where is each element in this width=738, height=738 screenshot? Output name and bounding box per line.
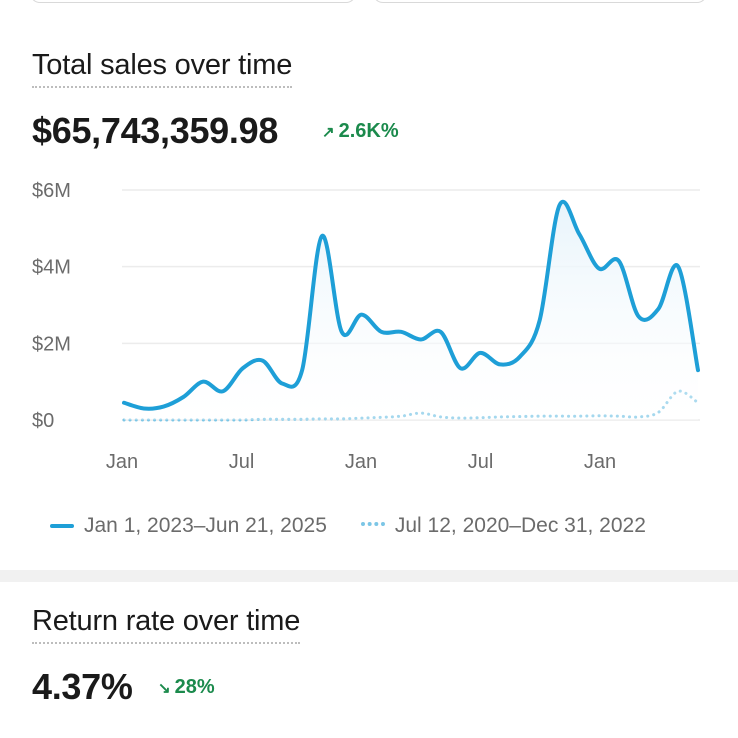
x-tick-label: Jul (468, 451, 494, 473)
return-rate-value: 4.37% (32, 666, 133, 707)
legend-item-current[interactable]: Jan 1, 2023–Jun 21, 2025 (50, 514, 327, 538)
y-tick-label: $2M (32, 333, 71, 355)
y-tick-label: $4M (32, 257, 71, 279)
legend-swatch-dotted (360, 522, 385, 530)
x-tick-label: Jan (584, 451, 616, 473)
top-controls (0, 0, 738, 6)
chart-legend: Jan 1, 2023–Jun 21, 2025 Jul 12, 2020–De… (50, 514, 646, 538)
sales-delta-value: 2.6K% (338, 120, 399, 142)
section-divider (0, 570, 738, 582)
sales-total-value: $65,743,359.98 (32, 110, 279, 151)
y-tick-label: $6M (32, 180, 71, 202)
x-tick-label: Jan (345, 451, 377, 473)
arrow-up-right-icon: ↗ (322, 123, 335, 141)
legend-label-comparison: Jul 12, 2020–Dec 31, 2022 (394, 514, 646, 537)
x-tick-label: Jul (229, 451, 255, 473)
return-delta-value: 28% (174, 676, 215, 698)
x-tick-label: Jan (106, 451, 138, 473)
legend-item-comparison[interactable]: Jul 12, 2020–Dec 31, 2022 (360, 514, 646, 538)
series-area-current (124, 201, 698, 420)
legend-label-current: Jan 1, 2023–Jun 21, 2025 (84, 514, 327, 537)
series-line-current (122, 200, 700, 411)
return-card-title[interactable]: Return rate over time (32, 604, 300, 644)
sales-chart: $0 $2M $4M $6M Jan Jul Jan Jul Jan (32, 180, 700, 473)
y-tick-label: $0 (32, 410, 54, 432)
legend-swatch-solid (50, 524, 74, 528)
return-delta-badge: ↘ 28% (158, 676, 215, 699)
arrow-down-right-icon: ↘ (158, 679, 171, 697)
sales-card-title[interactable]: Total sales over time (32, 48, 292, 88)
sales-delta-badge: ↗ 2.6K% (322, 120, 399, 143)
